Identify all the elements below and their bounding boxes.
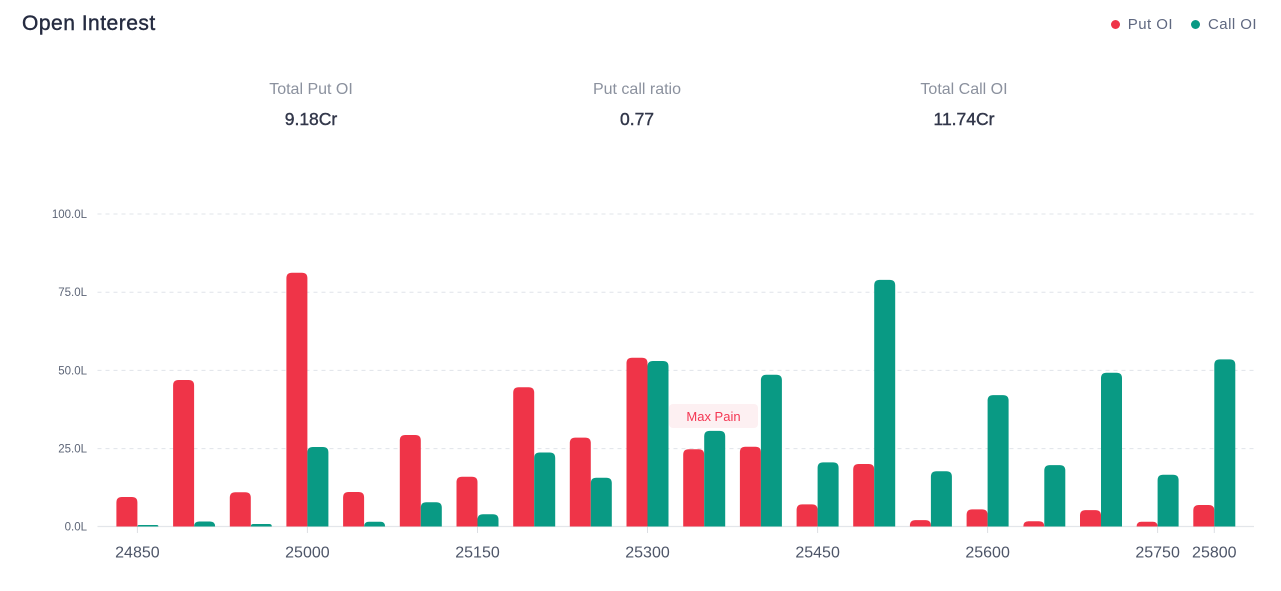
svg-text:25000: 25000: [285, 545, 330, 562]
svg-text:24850: 24850: [115, 545, 160, 562]
svg-text:25450: 25450: [795, 545, 840, 562]
svg-text:25750: 25750: [1135, 545, 1180, 562]
svg-text:0.0L: 0.0L: [65, 522, 88, 534]
svg-text:50.0L: 50.0L: [58, 365, 87, 377]
svg-text:25600: 25600: [965, 545, 1010, 562]
svg-text:100.0L: 100.0L: [52, 209, 88, 221]
svg-text:75.0L: 75.0L: [58, 287, 87, 299]
svg-text:25300: 25300: [625, 545, 670, 562]
svg-text:25150: 25150: [455, 545, 500, 562]
svg-text:25.0L: 25.0L: [58, 444, 87, 456]
svg-text:25800: 25800: [1192, 545, 1237, 562]
